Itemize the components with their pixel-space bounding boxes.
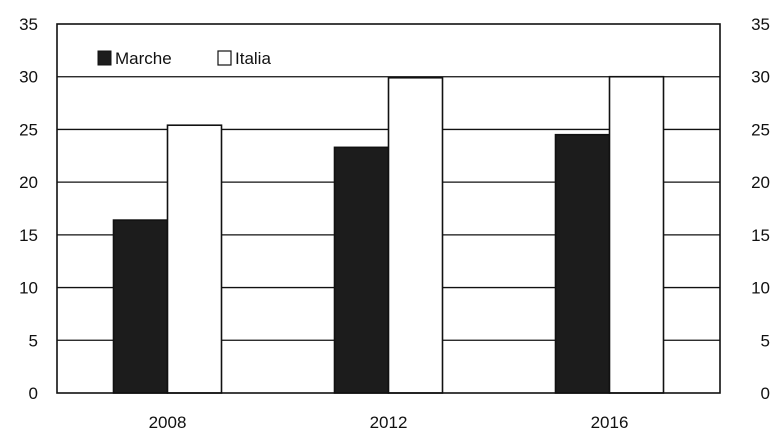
legend-label-italia: Italia	[235, 49, 271, 68]
y-tick-label-left: 35	[19, 15, 38, 34]
y-tick-label-left: 20	[19, 173, 38, 192]
bar-marche-2016	[554, 133, 611, 394]
y-tick-label-right: 25	[751, 120, 770, 139]
x-tick-label: 2016	[591, 413, 629, 430]
legend: Marche Italia	[92, 46, 290, 70]
bars	[112, 75, 665, 394]
bar-italia-2008	[166, 124, 223, 394]
x-axis-ticks: 2008 2012 2016	[149, 413, 629, 430]
legend-label-marche: Marche	[115, 49, 172, 68]
bar-italia-2012	[387, 76, 444, 394]
y-tick-label-right: 5	[761, 331, 770, 350]
legend-swatch-marche	[97, 50, 112, 66]
y-axis-left-ticks: 0 5 10 15 20 25 30 35	[19, 15, 38, 403]
bar-marche-2012	[333, 146, 390, 394]
plot-frame	[56, 23, 721, 394]
y-tick-label-right: 15	[751, 226, 770, 245]
y-tick-label-right: 10	[751, 279, 770, 298]
y-tick-label-right: 35	[751, 15, 770, 34]
y-tick-label-left: 0	[29, 384, 38, 403]
legend-swatch-italia	[217, 50, 232, 66]
y-tick-label-right: 20	[751, 173, 770, 192]
y-tick-label-left: 30	[19, 68, 38, 87]
bar-marche-2008	[112, 219, 169, 394]
y-tick-label-left: 25	[19, 120, 38, 139]
y-axis-right-ticks: 0 5 10 15 20 25 30 35	[751, 15, 770, 403]
y-tick-label-left: 5	[29, 331, 38, 350]
legend-box-bg	[92, 46, 290, 70]
y-tick-label-left: 15	[19, 226, 38, 245]
x-tick-label: 2008	[149, 413, 187, 430]
y-tick-label-right: 0	[761, 384, 770, 403]
y-tick-label-right: 30	[751, 68, 770, 87]
bar-italia-2016	[608, 75, 665, 394]
y-tick-label-left: 10	[19, 279, 38, 298]
x-tick-label: 2012	[370, 413, 408, 430]
